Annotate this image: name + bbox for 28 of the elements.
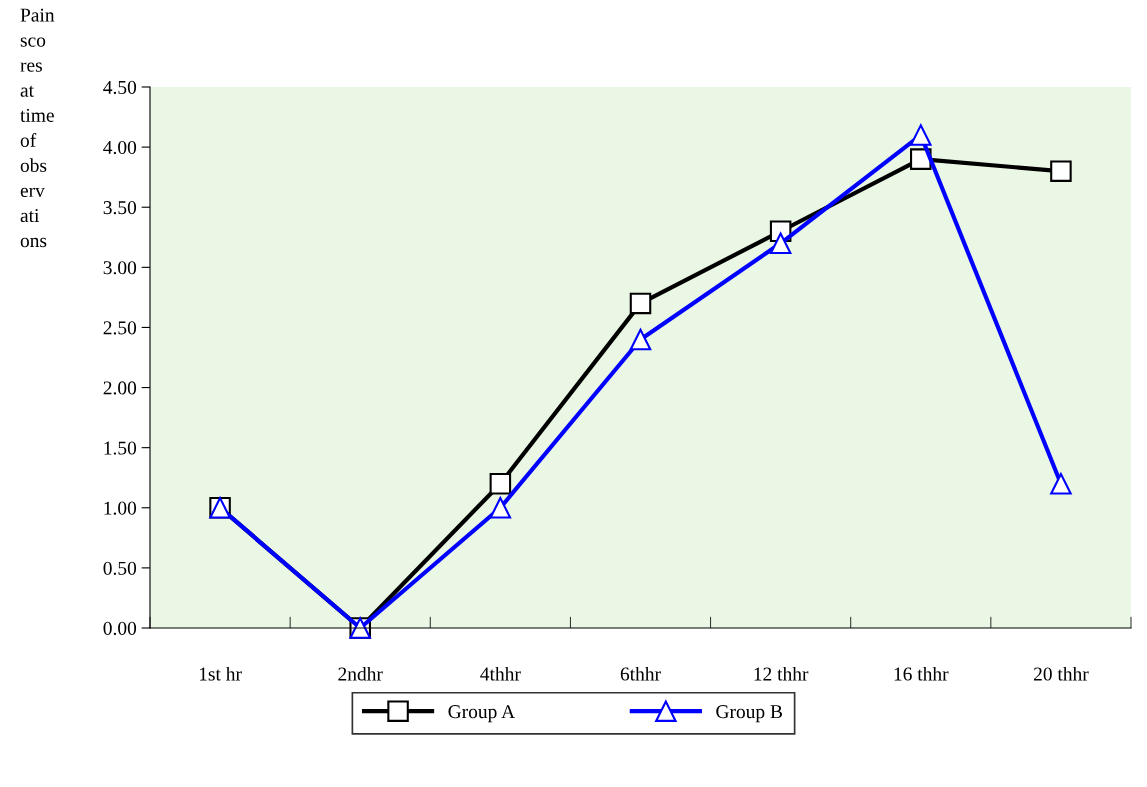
- y-tick-label: 1.50: [104, 441, 137, 455]
- y-tick-label: 3.50: [103, 201, 137, 215]
- point: [769, 232, 792, 255]
- text: Pain scores at time of observations: [20, 8, 55, 248]
- point: [629, 328, 652, 351]
- point: [1050, 160, 1072, 182]
- point: [489, 497, 512, 519]
- x-tick-label: 20 thhr: [1033, 666, 1089, 681]
- y-tick-label: 2.00: [103, 381, 137, 395]
- point: [489, 472, 512, 495]
- y-tick-label: 4.00: [103, 140, 137, 155]
- x-tick-label: 16 thhr: [894, 666, 949, 681]
- x-tick-label: 2ndhr: [338, 666, 383, 681]
- legend-label: Group B: [716, 705, 783, 723]
- y-tick-label: 1.00: [104, 501, 137, 515]
- point: [1050, 472, 1072, 495]
- y-tick-label: 2.50: [103, 321, 137, 335]
- point: [910, 124, 932, 146]
- y-tick-label: 4.50: [103, 80, 137, 95]
- legend-label: Group A: [448, 705, 516, 723]
- y-tick-label: 0.50: [103, 561, 137, 575]
- y-tick-label: 3.00: [103, 261, 137, 275]
- y-tick-label: 0.00: [103, 621, 137, 636]
- point: [629, 292, 652, 315]
- x-tick-label: 12 thhr: [754, 666, 809, 681]
- x-tick-label: 4thhr: [480, 666, 521, 681]
- x-tick-label: 1st hr: [199, 666, 242, 681]
- x-tick-label: 6thhr: [620, 666, 661, 681]
